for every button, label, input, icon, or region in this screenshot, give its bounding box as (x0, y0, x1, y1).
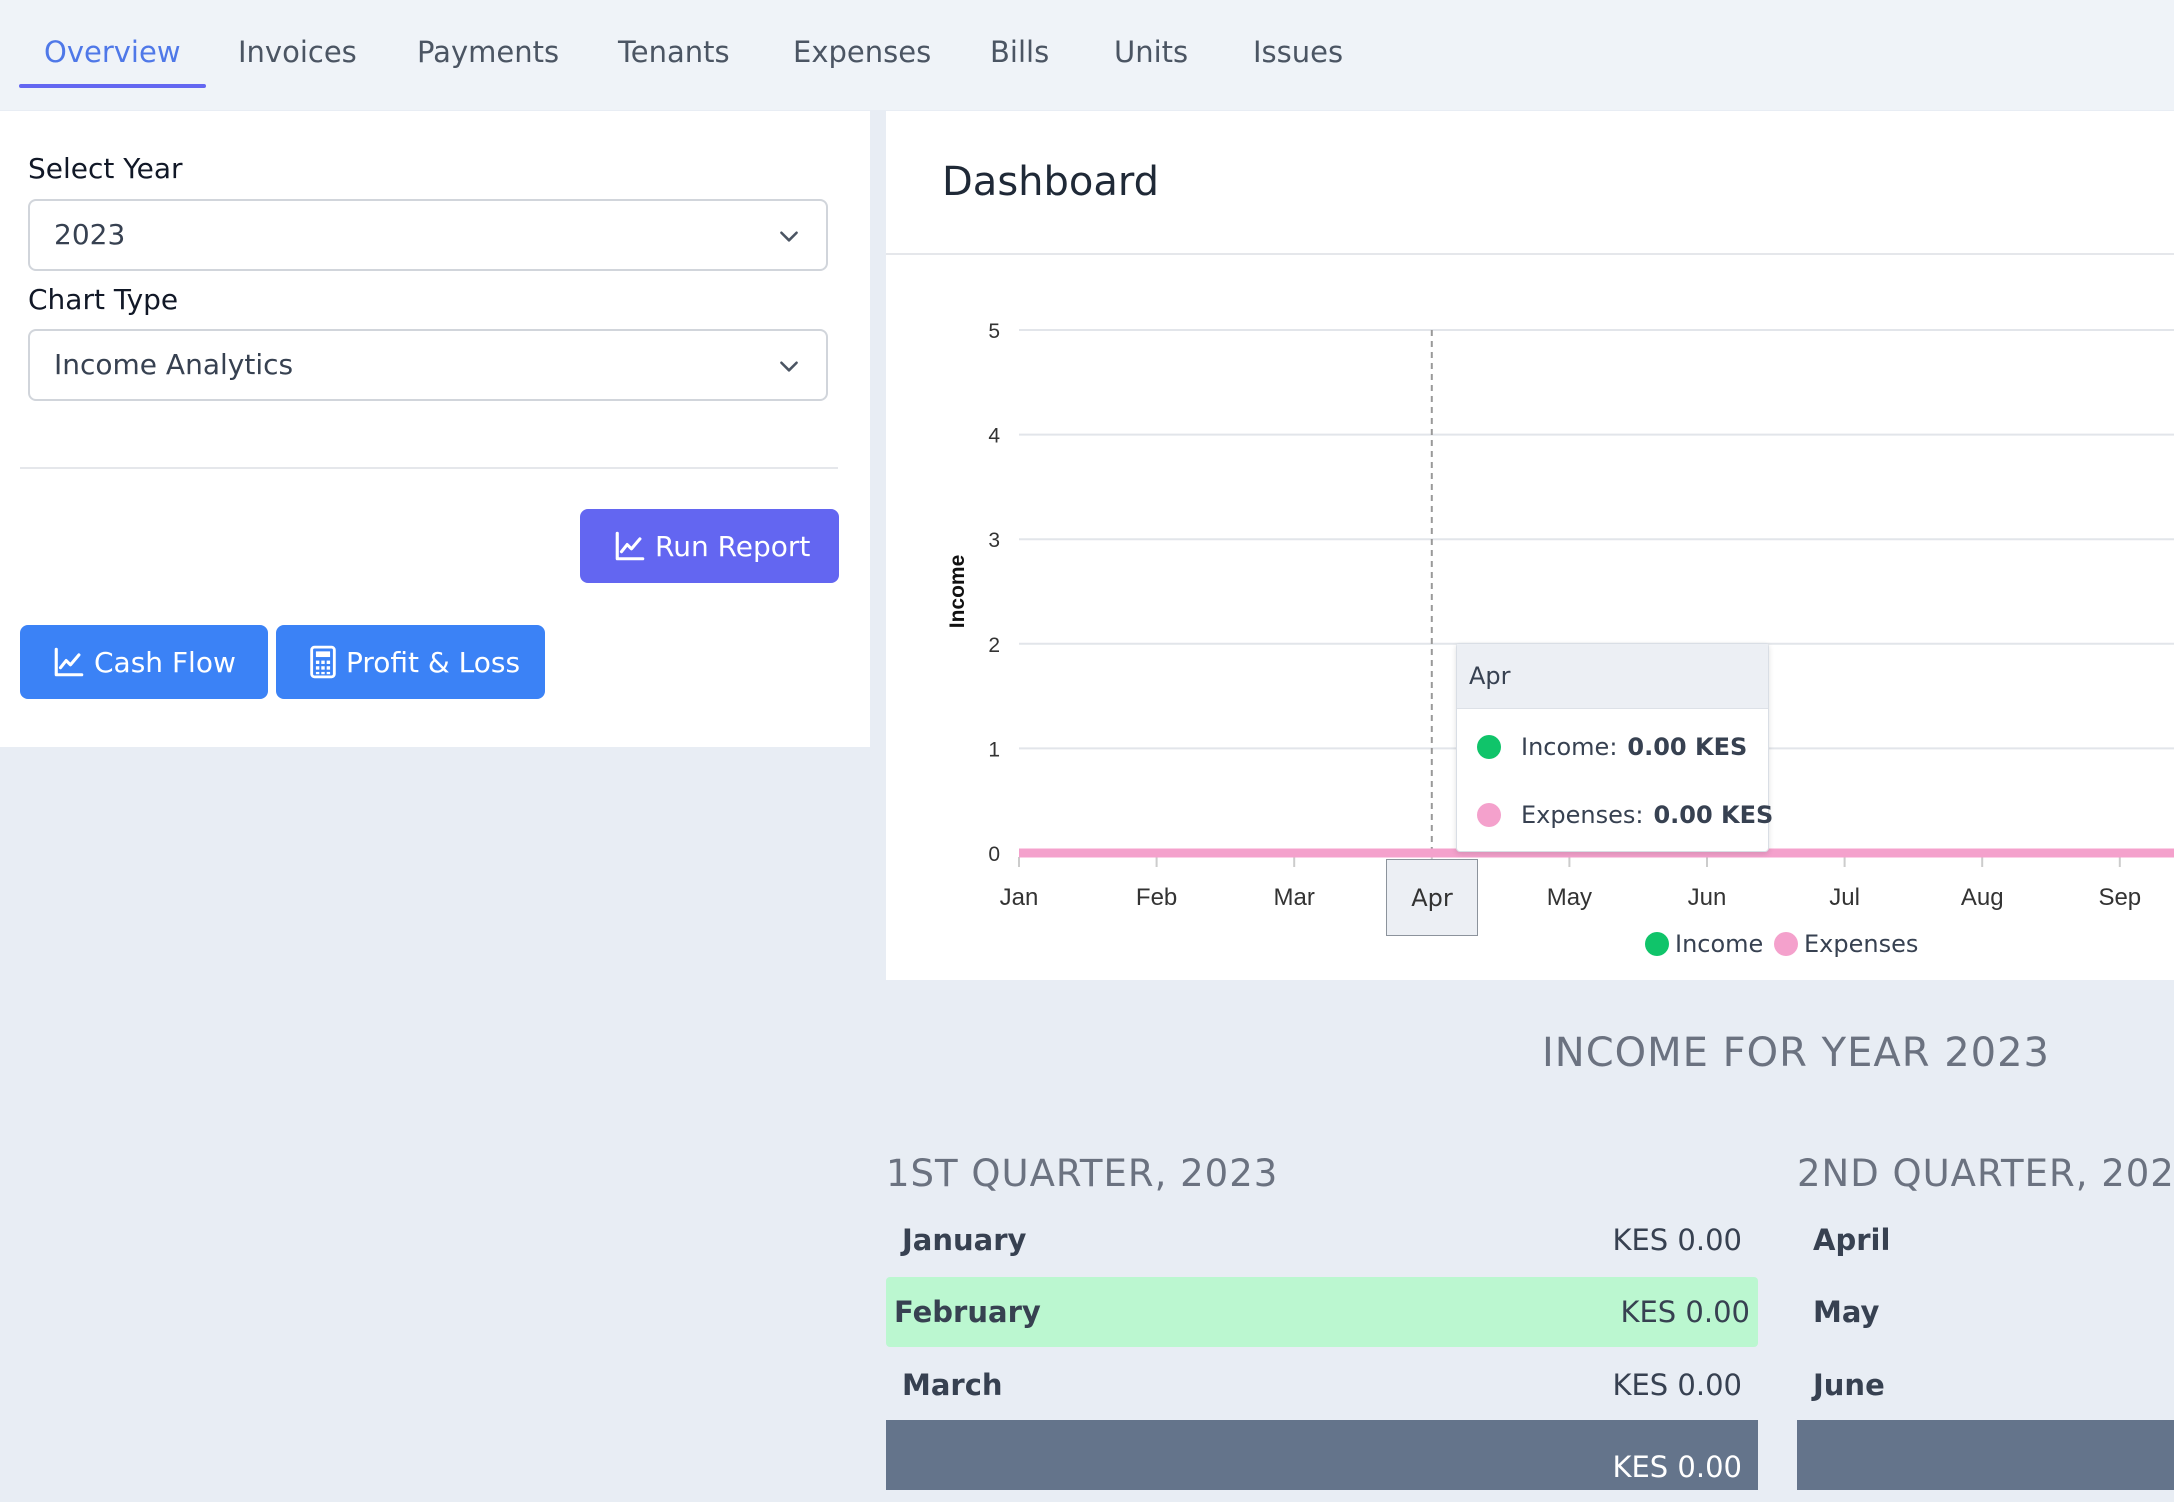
tab-bills[interactable]: Bills (990, 35, 1050, 69)
tooltip-expenses-row: Expenses: 0.00 KES (1477, 801, 1773, 829)
expenses-legend-dot-icon (1774, 932, 1798, 956)
select-year-label: Select Year (28, 152, 183, 185)
calculator-icon (310, 645, 336, 679)
line-chart-icon (615, 531, 645, 561)
legend-expenses-label: Expenses (1804, 930, 1919, 958)
x-tick-label: Mar (1274, 884, 1315, 911)
tooltip-expenses-value: 0.00 KES (1653, 801, 1774, 829)
report-filter-panel: Select Year 2023 Chart Type Income Analy… (0, 111, 870, 747)
chart-type-select-value: Income Analytics (54, 348, 294, 381)
income-legend-dot-icon (1645, 932, 1669, 956)
month-label: January (902, 1223, 1027, 1257)
tab-invoices[interactable]: Invoices (238, 35, 357, 69)
tab-expenses[interactable]: Expenses (793, 35, 932, 69)
month-label: June (1813, 1368, 1885, 1402)
chart-type-label: Chart Type (28, 283, 179, 316)
expenses-dot-icon (1477, 803, 1501, 827)
tooltip-title: Apr (1457, 644, 1768, 709)
profit-loss-button[interactable]: Profit & Loss (276, 625, 545, 699)
month-value: KES 0.00 (1612, 1368, 1742, 1402)
tab-overview[interactable]: Overview (19, 30, 206, 88)
tooltip-income-label: Income: (1521, 733, 1618, 761)
income-dot-icon (1477, 735, 1501, 759)
legend-item-income[interactable]: Income (1645, 930, 1763, 960)
tooltip-income-value: 0.00 KES (1627, 733, 1748, 761)
cash-flow-button[interactable]: Cash Flow (20, 625, 268, 699)
x-tick-label: Jun (1688, 884, 1727, 911)
tab-bar: Overview Invoices Payments Tenants Expen… (0, 0, 2174, 110)
quarter-1-title: 1ST QUARTER, 2023 (886, 1152, 1279, 1195)
tab-payments[interactable]: Payments (417, 35, 560, 69)
chart-type-select[interactable]: Income Analytics (28, 329, 828, 401)
divider (20, 467, 838, 469)
month-label: May (1813, 1295, 1880, 1329)
legend-item-expenses[interactable]: Expenses (1774, 930, 1918, 960)
y-tick-label: 1 (988, 738, 1000, 761)
cash-flow-label: Cash Flow (94, 645, 236, 679)
x-tick-label: May (1547, 884, 1592, 911)
line-chart-icon (54, 647, 84, 677)
chevron-down-icon (780, 231, 798, 242)
table-row: May (1797, 1277, 2174, 1347)
tooltip-expenses-label: Expenses: (1521, 801, 1644, 829)
profit-loss-label: Profit & Loss (346, 645, 521, 679)
income-chart: 0 1 2 3 4 5 Jan Feb Mar May Jun Jul Aug Sep Income (946, 320, 2174, 911)
quarter-2-title: 2ND QUARTER, 2023 (1797, 1152, 2174, 1195)
quarter-total-value: KES 0.00 (1612, 1450, 1742, 1484)
income-section-title: INCOME FOR YEAR 2023 (1542, 1030, 2051, 1076)
tab-units[interactable]: Units (1114, 35, 1189, 69)
table-row: January KES 0.00 (886, 1205, 1758, 1275)
table-row: April (1797, 1205, 2174, 1275)
y-axis-label: Income (946, 555, 969, 629)
x-axis-highlight: Apr (1386, 859, 1478, 936)
legend-income-label: Income (1675, 930, 1764, 958)
table-row: June (1797, 1350, 2174, 1420)
divider (886, 253, 2174, 255)
tab-issues[interactable]: Issues (1253, 35, 1344, 69)
quarter-total-row: KES 0.00 (886, 1420, 1758, 1490)
table-row: March KES 0.00 (886, 1350, 1758, 1420)
x-tick-label: Jan (1000, 884, 1039, 911)
month-value: KES 0.00 (1612, 1223, 1742, 1257)
month-value: KES 0.00 (1620, 1295, 1750, 1329)
y-tick-label: 3 (988, 529, 1000, 552)
run-report-label: Run Report (655, 529, 811, 563)
y-tick-label: 5 (988, 320, 1000, 343)
dashboard-title: Dashboard (942, 159, 1160, 205)
x-tick-label: Aug (1961, 884, 2004, 911)
table-row: February KES 0.00 (886, 1277, 1758, 1347)
y-tick-label: 0 (988, 843, 1000, 866)
run-report-button[interactable]: Run Report (580, 509, 839, 583)
x-tick-label: Jul (1829, 884, 1860, 911)
y-tick-label: 2 (988, 634, 1000, 657)
quarter-total-row (1797, 1420, 2174, 1490)
month-label: February (894, 1295, 1041, 1329)
x-tick-label: Feb (1136, 884, 1177, 911)
month-label: March (902, 1368, 1003, 1402)
chevron-down-icon (780, 361, 798, 372)
tab-tenants[interactable]: Tenants (618, 35, 730, 69)
year-select[interactable]: 2023 (28, 199, 828, 271)
month-label: April (1813, 1223, 1891, 1257)
tooltip-income-row: Income: 0.00 KES (1477, 733, 1747, 761)
x-tick-label: Sep (2098, 884, 2141, 911)
y-tick-label: 4 (988, 425, 1000, 448)
year-select-value: 2023 (54, 218, 126, 251)
chart-tooltip: Apr Income: 0.00 KES Expenses: 0.00 KES (1456, 643, 1773, 852)
